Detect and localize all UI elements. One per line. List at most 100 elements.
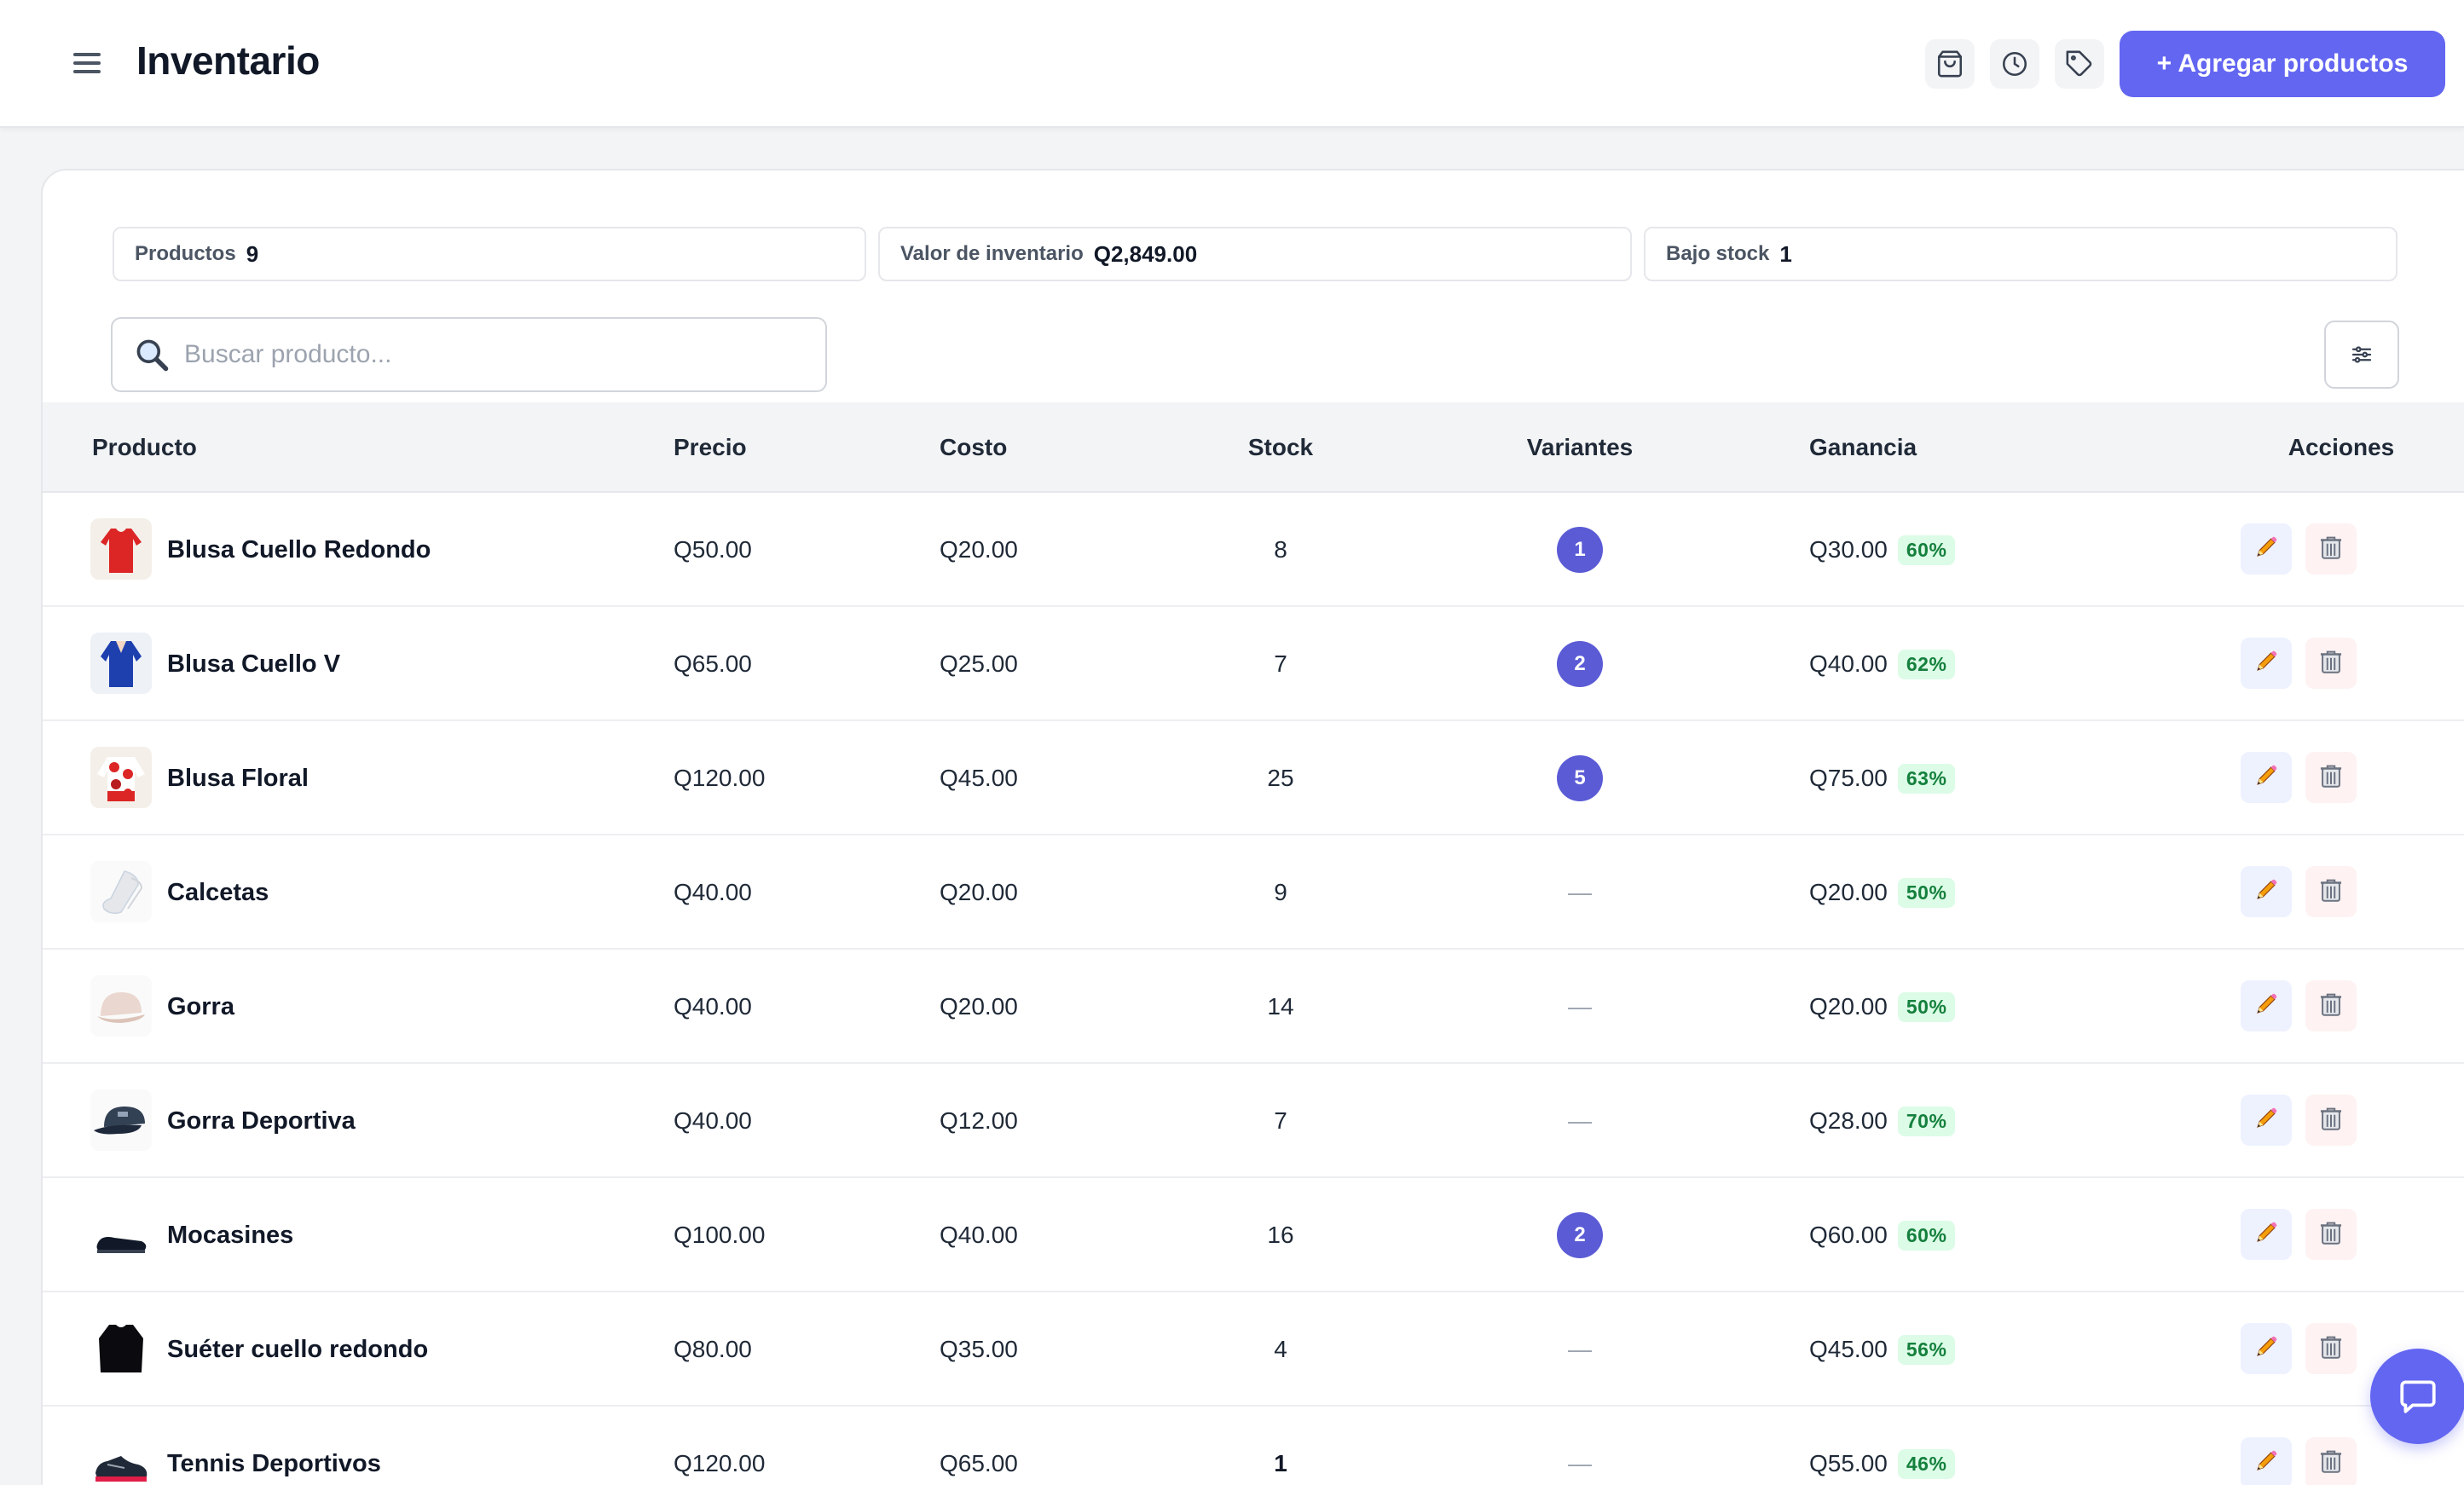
add-products-button[interactable]: + Agregar productos [2120, 31, 2445, 97]
product-name[interactable]: Blusa Floral [167, 765, 309, 792]
variants-empty: — [1568, 1336, 1592, 1362]
delete-button[interactable] [2305, 752, 2357, 803]
page-title: Inventario [136, 38, 320, 83]
product-gain: Q40.00 62% [1809, 607, 1956, 721]
table-header: Producto Precio Costo Stock Variantes Ga… [43, 402, 2464, 493]
trash-icon [2317, 533, 2345, 566]
product-gain: Q20.00 50% [1809, 835, 1956, 950]
product-thumbnail [90, 518, 152, 580]
gain-amount: Q20.00 [1809, 879, 1888, 905]
stat-inventory-value: Valor de inventario Q2,849.00 [878, 227, 1632, 281]
product-cost: Q40.00 [940, 1222, 1018, 1248]
variants-badge[interactable]: 2 [1557, 1212, 1603, 1258]
table-row[interactable]: Calcetas Q40.00 Q20.00 9 — Q20.00 50% [43, 835, 2464, 950]
product-stock: 14 [1267, 993, 1294, 1020]
product-thumbnail [90, 975, 152, 1037]
edit-button[interactable] [2241, 1437, 2292, 1485]
product-stock: 1 [1274, 1450, 1287, 1476]
pencil-icon [2252, 1104, 2281, 1137]
stat-products: Productos 9 [113, 227, 866, 281]
shopping-bag-icon[interactable] [1925, 39, 1975, 89]
table-row[interactable]: Blusa Cuello V Q65.00 Q25.00 7 2 Q40.00 62% [43, 607, 2464, 721]
product-name[interactable]: Blusa Cuello V [167, 650, 341, 678]
stat-products-label: Productos [135, 242, 236, 265]
product-cost: Q65.00 [940, 1450, 1018, 1476]
filter-button[interactable] [2324, 321, 2399, 389]
product-cost: Q20.00 [940, 536, 1018, 563]
delete-button[interactable] [2305, 1095, 2357, 1146]
col-product[interactable]: Producto [92, 434, 197, 460]
gain-percent-badge: 56% [1897, 1334, 1956, 1365]
pencil-icon [2252, 875, 2281, 909]
delete-button[interactable] [2305, 523, 2357, 575]
product-thumbnail [90, 1318, 152, 1379]
sliders-icon [2351, 346, 2372, 363]
edit-button[interactable] [2241, 866, 2292, 917]
product-name[interactable]: Gorra [167, 993, 234, 1020]
product-name[interactable]: Blusa Cuello Redondo [167, 536, 431, 563]
variants-badge[interactable]: 1 [1557, 527, 1603, 573]
product-price: Q40.00 [674, 1107, 752, 1134]
product-stock: 25 [1267, 765, 1294, 791]
product-gain: Q55.00 46% [1809, 1407, 1956, 1485]
delete-button[interactable] [2305, 1437, 2357, 1485]
delete-button[interactable] [2305, 1209, 2357, 1260]
table-row[interactable]: Gorra Q40.00 Q20.00 14 — Q20.00 50% [43, 950, 2464, 1064]
edit-button[interactable] [2241, 980, 2292, 1031]
col-variants[interactable]: Variantes [1526, 434, 1634, 460]
product-cost: Q20.00 [940, 993, 1018, 1020]
table-row[interactable]: Blusa Cuello Redondo Q50.00 Q20.00 8 1 Q30.00… [43, 493, 2464, 607]
trash-icon [2317, 761, 2345, 795]
table-row[interactable]: Suéter cuello redondo Q80.00 Q35.00 4 — Q45.0… [43, 1292, 2464, 1407]
delete-button[interactable] [2305, 980, 2357, 1031]
edit-button[interactable] [2241, 1323, 2292, 1374]
table-row[interactable]: Mocasines Q100.00 Q40.00 16 2 Q60.00 60% [43, 1178, 2464, 1292]
product-name[interactable]: Tennis Deportivos [167, 1450, 381, 1477]
chat-button[interactable] [2370, 1349, 2464, 1444]
product-thumbnail [90, 747, 152, 808]
trash-icon [2317, 1104, 2345, 1137]
edit-button[interactable] [2241, 1209, 2292, 1260]
gain-amount: Q30.00 [1809, 536, 1888, 563]
gain-amount: Q20.00 [1809, 993, 1888, 1020]
tag-icon[interactable] [2055, 39, 2104, 89]
trash-icon [2317, 990, 2345, 1023]
search-input[interactable] [184, 340, 781, 369]
gain-amount: Q28.00 [1809, 1107, 1888, 1134]
delete-button[interactable] [2305, 1323, 2357, 1374]
edit-button[interactable] [2241, 523, 2292, 575]
table-row[interactable]: Tennis Deportivos Q120.00 Q65.00 1 — Q55.00 46… [43, 1407, 2464, 1485]
product-thumbnail [90, 1089, 152, 1151]
variants-empty: — [1568, 1107, 1592, 1134]
trash-icon [2317, 1218, 2345, 1251]
gain-percent-badge: 62% [1897, 649, 1956, 679]
col-gain[interactable]: Ganancia [1809, 434, 1917, 460]
product-price: Q120.00 [674, 765, 766, 791]
col-price[interactable]: Precio [674, 434, 747, 460]
delete-button[interactable] [2305, 638, 2357, 689]
gain-amount: Q45.00 [1809, 1336, 1888, 1362]
trash-icon [2317, 1332, 2345, 1366]
gain-amount: Q55.00 [1809, 1450, 1888, 1476]
variants-badge[interactable]: 2 [1557, 641, 1603, 687]
table-row[interactable]: Blusa Floral Q120.00 Q45.00 25 5 Q75.00 63% [43, 721, 2464, 835]
edit-button[interactable] [2241, 638, 2292, 689]
hamburger-menu-icon[interactable] [73, 49, 109, 78]
product-name[interactable]: Mocasines [167, 1222, 294, 1249]
product-name[interactable]: Calcetas [167, 879, 269, 906]
variants-empty: — [1568, 1450, 1592, 1476]
product-name[interactable]: Gorra Deportiva [167, 1107, 356, 1135]
product-name[interactable]: Suéter cuello redondo [167, 1336, 429, 1363]
stat-low-stock-value: 1 [1779, 240, 1792, 267]
edit-button[interactable] [2241, 1095, 2292, 1146]
col-cost[interactable]: Costo [940, 434, 1008, 460]
variants-badge[interactable]: 5 [1557, 755, 1603, 801]
table-row[interactable]: Gorra Deportiva Q40.00 Q12.00 7 — Q28.00 70% [43, 1064, 2464, 1178]
product-gain: Q30.00 60% [1809, 493, 1956, 607]
delete-button[interactable] [2305, 866, 2357, 917]
col-stock[interactable]: Stock [1247, 434, 1314, 460]
product-stock: 16 [1267, 1222, 1294, 1248]
edit-button[interactable] [2241, 752, 2292, 803]
trash-icon [2317, 875, 2345, 909]
clock-icon[interactable] [1990, 39, 2039, 89]
